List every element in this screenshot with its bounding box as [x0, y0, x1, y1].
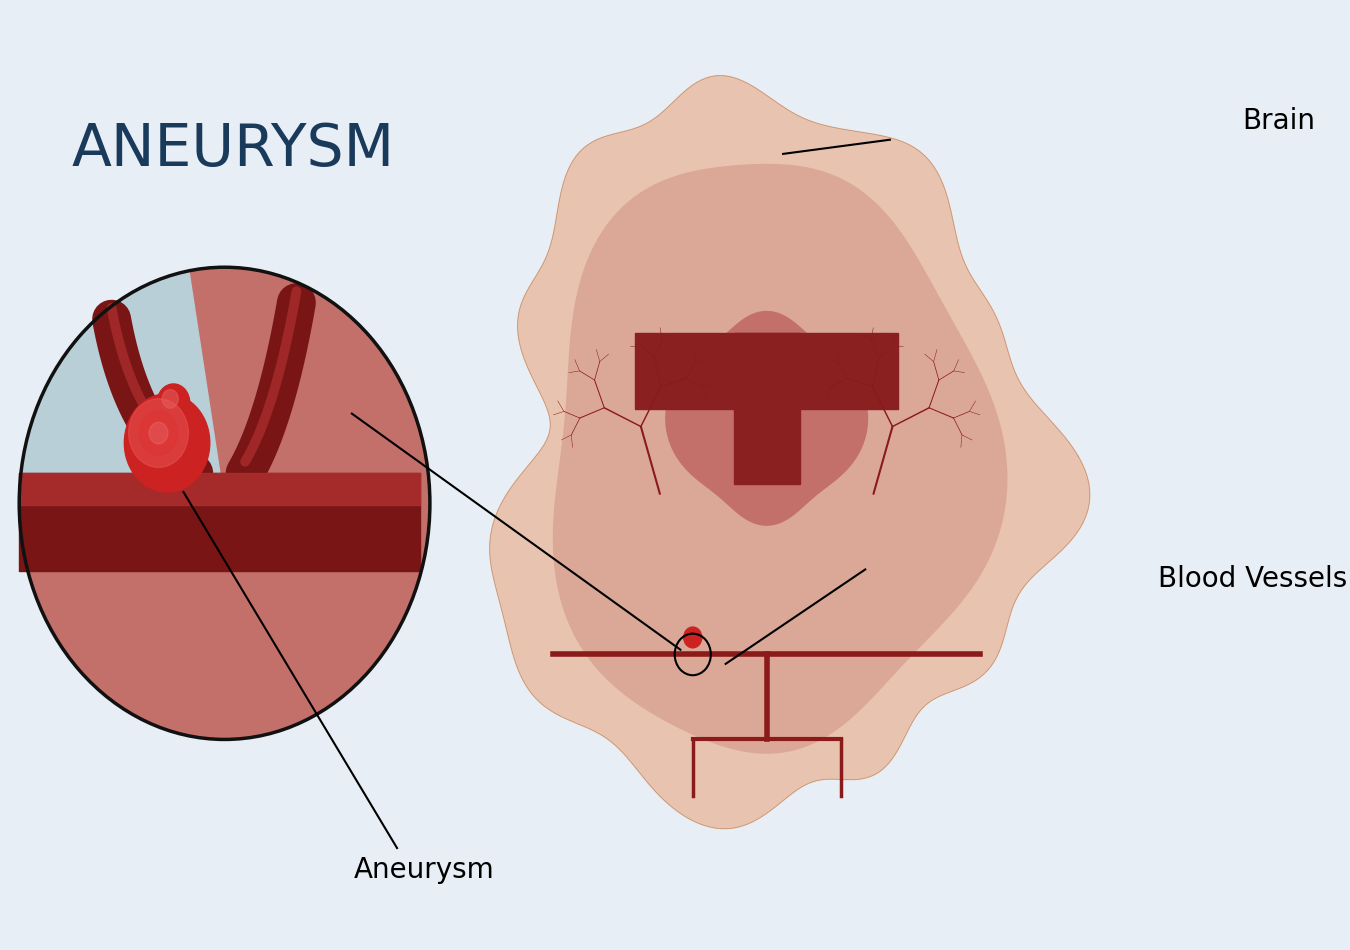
Text: Blood Vessels: Blood Vessels	[1158, 565, 1347, 593]
Polygon shape	[554, 164, 1007, 753]
Polygon shape	[734, 333, 799, 484]
Circle shape	[162, 390, 178, 408]
Circle shape	[124, 394, 209, 492]
Wedge shape	[19, 271, 224, 564]
Circle shape	[139, 411, 178, 455]
Circle shape	[19, 267, 429, 739]
Circle shape	[157, 384, 190, 421]
Polygon shape	[636, 333, 898, 408]
Text: Brain: Brain	[1242, 106, 1315, 135]
Circle shape	[128, 399, 189, 467]
Circle shape	[683, 627, 702, 648]
Text: ANEURYSM: ANEURYSM	[72, 121, 396, 178]
Circle shape	[148, 422, 167, 444]
Text: Aneurysm: Aneurysm	[354, 856, 494, 884]
Polygon shape	[490, 76, 1089, 828]
Polygon shape	[666, 312, 868, 525]
